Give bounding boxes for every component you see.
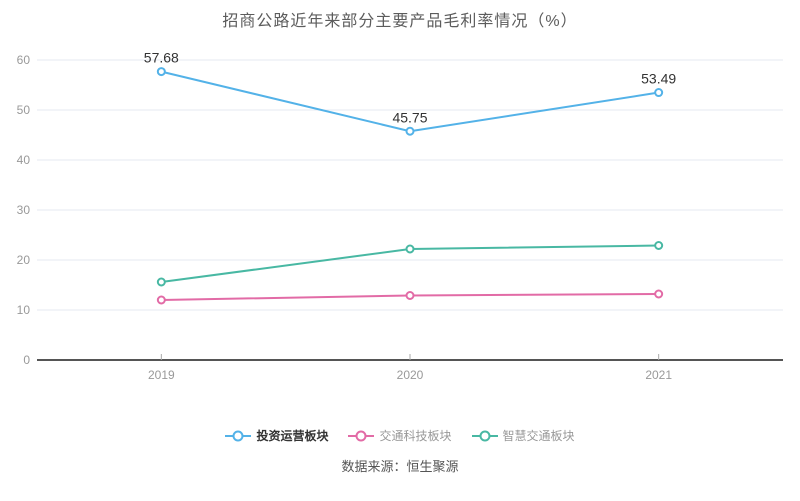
legend-label: 交通科技板块 (379, 429, 452, 443)
legend-item-1[interactable]: 交通科技板块 (348, 428, 452, 444)
x-axis-tick-label: 2021 (645, 368, 672, 382)
data-point[interactable] (654, 241, 664, 250)
y-axis-tick-label: 0 (23, 353, 30, 367)
legend-label: 智慧交通板块 (502, 429, 575, 443)
legend-item-2[interactable]: 智慧交通板块 (471, 428, 575, 444)
data-point[interactable] (654, 289, 664, 299)
chart-title: 招商公路近年来部分主要产品毛利率情况（%） (222, 13, 578, 30)
data-point[interactable] (654, 88, 664, 98)
data-source-note: 数据来源：恒生聚源 (341, 459, 459, 474)
y-axis-tick-label: 30 (17, 203, 31, 217)
data-point-label: 57.68 (144, 50, 179, 66)
y-axis-tick-label: 40 (17, 153, 31, 167)
data-point[interactable] (405, 291, 415, 300)
legend-label: 投资运营板块 (256, 429, 329, 443)
y-axis-tick-label: 60 (17, 53, 31, 67)
y-axis-tick-label: 10 (17, 303, 31, 317)
legend-line-circle-icon (348, 430, 375, 442)
legend: 投资运营板块 交通科技板块 智慧交通板块 (0, 428, 800, 444)
x-axis-tick-label: 2019 (148, 368, 175, 382)
data-point-label: 53.49 (641, 71, 676, 87)
x-axis-tick-label: 2020 (397, 368, 424, 382)
data-point[interactable] (405, 244, 415, 254)
data-point[interactable] (156, 67, 166, 77)
data-point[interactable] (156, 277, 166, 287)
y-axis-tick-label: 20 (17, 253, 31, 267)
data-point[interactable] (156, 295, 166, 305)
legend-line-circle-icon (225, 430, 252, 442)
y-axis-tick-label: 50 (17, 103, 31, 117)
chart-canvas: 0 10 20 30 40 50 60 2019 2020 2021 57.68 45.75 53.49 (17, 50, 783, 382)
legend-item-0[interactable]: 投资运营板块 (225, 428, 328, 444)
data-point-label: 45.75 (392, 109, 427, 125)
data-point[interactable] (405, 126, 415, 136)
legend-line-circle-icon (471, 430, 498, 442)
